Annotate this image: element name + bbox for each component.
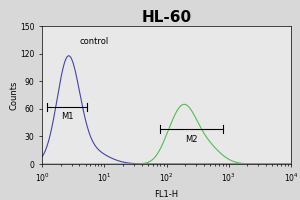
X-axis label: FL1-H: FL1-H — [154, 190, 178, 199]
Text: M2: M2 — [185, 135, 198, 144]
Y-axis label: Counts: Counts — [10, 80, 19, 110]
Text: M1: M1 — [61, 112, 73, 121]
Title: HL-60: HL-60 — [141, 10, 192, 25]
Text: control: control — [80, 37, 109, 46]
